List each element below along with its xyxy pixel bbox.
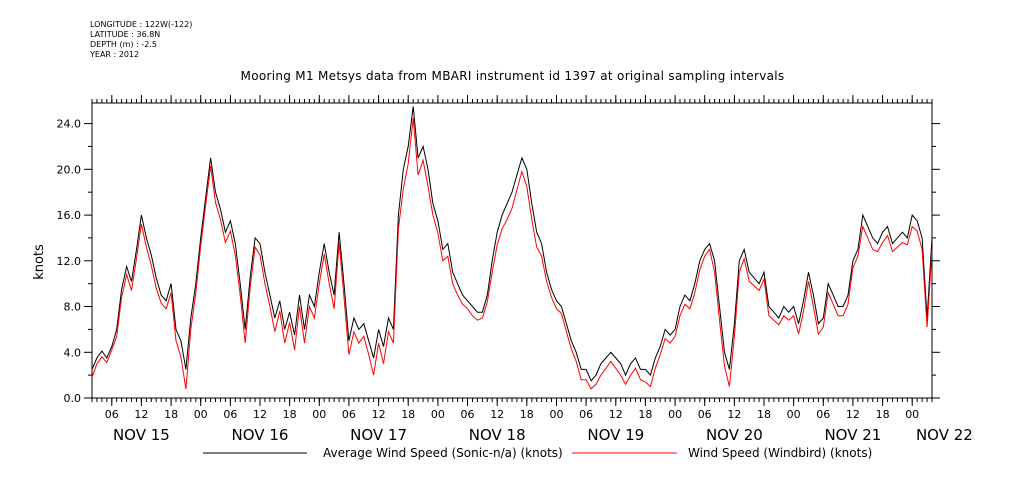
latitude-text: LATITUDE : 36.8N <box>90 30 161 39</box>
x-day-label: NOV 19 <box>587 426 644 444</box>
x-day-label: NOV 22 <box>916 426 973 444</box>
legend-label-b: Wind Speed (Windbird) (knots) <box>688 446 873 460</box>
x-day-label: NOV 21 <box>824 426 881 444</box>
x-tick-label: 12 <box>846 408 860 421</box>
y-tick-label: 20.0 <box>57 163 82 176</box>
y-tick-label: 0.0 <box>64 392 82 405</box>
axes: 06 12 18 00 06 12 18 00 06 12 18 00 06 12 18 00 06 12 18 00… <box>57 95 973 444</box>
x-tick-label: 06 <box>579 408 593 421</box>
x-tick-label: 12 <box>134 408 148 421</box>
x-tick-label: 06 <box>342 408 356 421</box>
y-axis-label: knots <box>32 244 47 280</box>
y-tick-label: 16.0 <box>57 209 82 222</box>
x-tick-label: 18 <box>638 408 652 421</box>
x-tick-label: 12 <box>253 408 267 421</box>
x-day-label: NOV 18 <box>469 426 526 444</box>
x-tick-label: 12 <box>490 408 504 421</box>
chart-title: Mooring M1 Metsys data from MBARI instru… <box>240 69 785 83</box>
x-tick-label: 18 <box>283 408 297 421</box>
y-tick-label: 24.0 <box>57 118 82 131</box>
x-tick-label: 00 <box>550 408 564 421</box>
x-tick-label: 00 <box>905 408 919 421</box>
y-tick-label: 12.0 <box>57 255 82 268</box>
x-day-label: NOV 15 <box>113 426 170 444</box>
x-day-label: NOV 20 <box>706 426 763 444</box>
x-tick-label: 06 <box>105 408 119 421</box>
depth-text: DEPTH (m) : -2.5 <box>90 40 157 49</box>
x-tick-label: 00 <box>668 408 682 421</box>
x-tick-label: 18 <box>164 408 178 421</box>
x-tick-label: 12 <box>372 408 386 421</box>
x-tick-label: 18 <box>876 408 890 421</box>
x-tick-label: 12 <box>727 408 741 421</box>
legend-label-a: Average Wind Speed (Sonic-n/a) (knots) <box>323 446 563 460</box>
y-tick-label: 4.0 <box>64 346 82 359</box>
x-tick-label: 00 <box>194 408 208 421</box>
x-tick-label: 06 <box>698 408 712 421</box>
x-tick-label: 06 <box>223 408 237 421</box>
station-metadata: LONGITUDE : 122W(-122) LATITUDE : 36.8N … <box>90 20 192 60</box>
year-text: YEAR : 2012 <box>90 50 140 59</box>
longitude-text: LONGITUDE : 122W(-122) <box>90 20 193 29</box>
x-day-label: NOV 17 <box>350 426 407 444</box>
y-tick-label: 8.0 <box>64 301 82 314</box>
x-tick-label: 06 <box>816 408 830 421</box>
x-day-label: NOV 16 <box>232 426 289 444</box>
x-tick-label: 18 <box>520 408 534 421</box>
x-tick-label: 12 <box>609 408 623 421</box>
series-line-average-wind <box>91 106 933 382</box>
series-layer <box>91 106 933 390</box>
x-tick-label: 00 <box>787 408 801 421</box>
x-tick-label: 18 <box>401 408 415 421</box>
x-tick-label: 00 <box>312 408 326 421</box>
x-tick-label: 18 <box>757 408 771 421</box>
plot-frame <box>91 102 933 399</box>
x-tick-label: 00 <box>431 408 445 421</box>
series-line-windbird <box>91 117 933 390</box>
legend-swatches <box>203 452 677 454</box>
x-tick-label: 06 <box>461 408 475 421</box>
